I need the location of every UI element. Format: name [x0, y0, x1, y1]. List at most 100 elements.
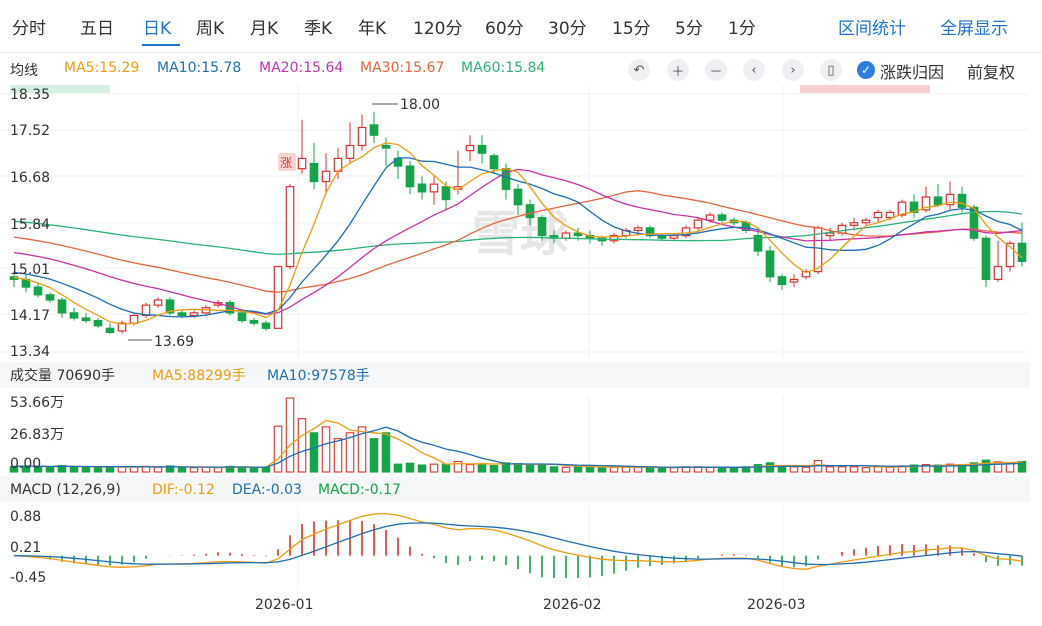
tab-12[interactable]: 1分: [728, 19, 756, 39]
high-annotation: 18.00: [400, 97, 440, 113]
volume-bar: [789, 466, 799, 473]
candle-body: [69, 312, 79, 319]
volume-bar: [1005, 463, 1015, 473]
date-label: 2026-02: [543, 597, 602, 613]
candle-body: [33, 286, 43, 296]
rise-fall-check-icon[interactable]: ✓: [857, 61, 875, 79]
tab-5[interactable]: 季K: [304, 19, 333, 39]
volume-bar: [945, 463, 955, 473]
chevron-right-icon[interactable]: ›: [782, 59, 804, 81]
volume-legend-title: 成交量 70690手: [10, 367, 115, 384]
ma10-line: [13, 157, 1023, 318]
date-label: 2026-03: [747, 597, 806, 613]
volume-bar: [345, 432, 355, 473]
candle-body: [561, 232, 571, 239]
volume-bar: [609, 466, 619, 473]
candle-body: [153, 299, 163, 306]
candle-body: [609, 235, 619, 242]
candle-body: [441, 186, 451, 201]
candle-body: [993, 265, 1003, 280]
tab-8[interactable]: 60分: [485, 19, 524, 39]
tab-11[interactable]: 5分: [675, 19, 703, 39]
chevron-left-icon[interactable]: ‹: [743, 59, 765, 81]
date-label: 2026-01: [255, 597, 314, 613]
tab-2[interactable]: 日K: [143, 19, 172, 39]
candle-body: [669, 235, 679, 239]
candle-body: [897, 201, 907, 216]
undo-icon[interactable]: ↶: [628, 59, 650, 81]
volume-bar: [105, 466, 115, 473]
volume-pane: [9, 397, 1027, 473]
ma30-value: MA30:15.67: [360, 60, 445, 76]
volume-bar: [561, 466, 571, 473]
volume-tick: 0.00: [10, 456, 41, 472]
fullscreen-link[interactable]: 全屏显示: [940, 19, 1008, 39]
rise-fall-label[interactable]: 涨跌归因: [880, 63, 945, 82]
candle-body: [81, 317, 91, 322]
limit-up-badge: [278, 153, 296, 171]
candle-body: [357, 126, 367, 147]
macd-pane: [13, 512, 1023, 578]
macd-dif: DIF:-0.12: [152, 482, 215, 498]
ma30-line: [13, 190, 1023, 293]
candle-body: [681, 227, 691, 237]
tab-9[interactable]: 30分: [548, 19, 587, 39]
candle-body: [777, 276, 787, 286]
candle-body: [765, 250, 775, 278]
volume-bar: [633, 466, 643, 473]
zoom-in-icon[interactable]: ＋: [667, 59, 689, 81]
candle-body: [753, 235, 763, 252]
volume-tick: 53.66万: [10, 395, 64, 411]
tab-6[interactable]: 年K: [358, 19, 387, 39]
price-highlight-red: [800, 85, 930, 93]
candle-body: [477, 144, 487, 154]
volume-bar: [969, 462, 979, 473]
volume-bar: [69, 466, 79, 473]
ma20-line: [13, 168, 1023, 315]
adjust-mode-label[interactable]: 前复权: [967, 63, 1016, 82]
candle-body: [369, 124, 379, 136]
volume-bar: [297, 418, 307, 473]
active-tab-underline: [142, 44, 180, 46]
candle-body: [633, 227, 643, 232]
candle-body: [705, 214, 715, 221]
volume-bar: [801, 466, 811, 473]
volume-bar: [1017, 460, 1027, 473]
volume-bar: [573, 466, 583, 473]
low-annotation: 13.69: [154, 334, 194, 350]
volume-bar: [153, 466, 163, 473]
price-tick: 13.34: [10, 344, 50, 360]
volume-bar: [993, 461, 1003, 473]
volume-bar: [261, 466, 271, 473]
ma20-value: MA20:15.64: [259, 60, 344, 76]
candle-body: [573, 232, 583, 237]
volume-header-bg: [0, 362, 1030, 388]
volume-bar: [57, 464, 67, 473]
tab-7[interactable]: 120分: [413, 19, 463, 39]
volume-bar: [489, 464, 499, 473]
volume-bar: [837, 466, 847, 473]
interval-stats-link[interactable]: 区间统计: [838, 19, 906, 39]
zoom-out-icon[interactable]: －: [705, 59, 727, 81]
macd-header-bg: [0, 476, 1030, 502]
tab-4[interactable]: 月K: [250, 19, 279, 39]
candle-body: [57, 299, 67, 314]
tab-10[interactable]: 15分: [612, 19, 651, 39]
candle-body: [177, 312, 187, 317]
tab-1[interactable]: 五日: [80, 19, 114, 39]
tab-0[interactable]: 分时: [12, 19, 46, 39]
candle-body: [345, 144, 355, 159]
volume-ma10: MA10:97578手: [267, 368, 370, 384]
macd-value: MACD:-0.17: [318, 482, 401, 498]
candle-body: [405, 165, 415, 188]
candle-body: [261, 322, 271, 329]
volume-ma5-line: [13, 419, 1023, 469]
candle-body: [321, 170, 331, 183]
volume-bar: [369, 438, 379, 473]
volume-bar: [525, 464, 535, 473]
dea-line: [13, 522, 1023, 566]
candle-type-icon[interactable]: ▯: [820, 59, 842, 81]
volume-bar: [201, 466, 211, 473]
candle-body: [801, 271, 811, 278]
tab-3[interactable]: 周K: [196, 19, 225, 39]
